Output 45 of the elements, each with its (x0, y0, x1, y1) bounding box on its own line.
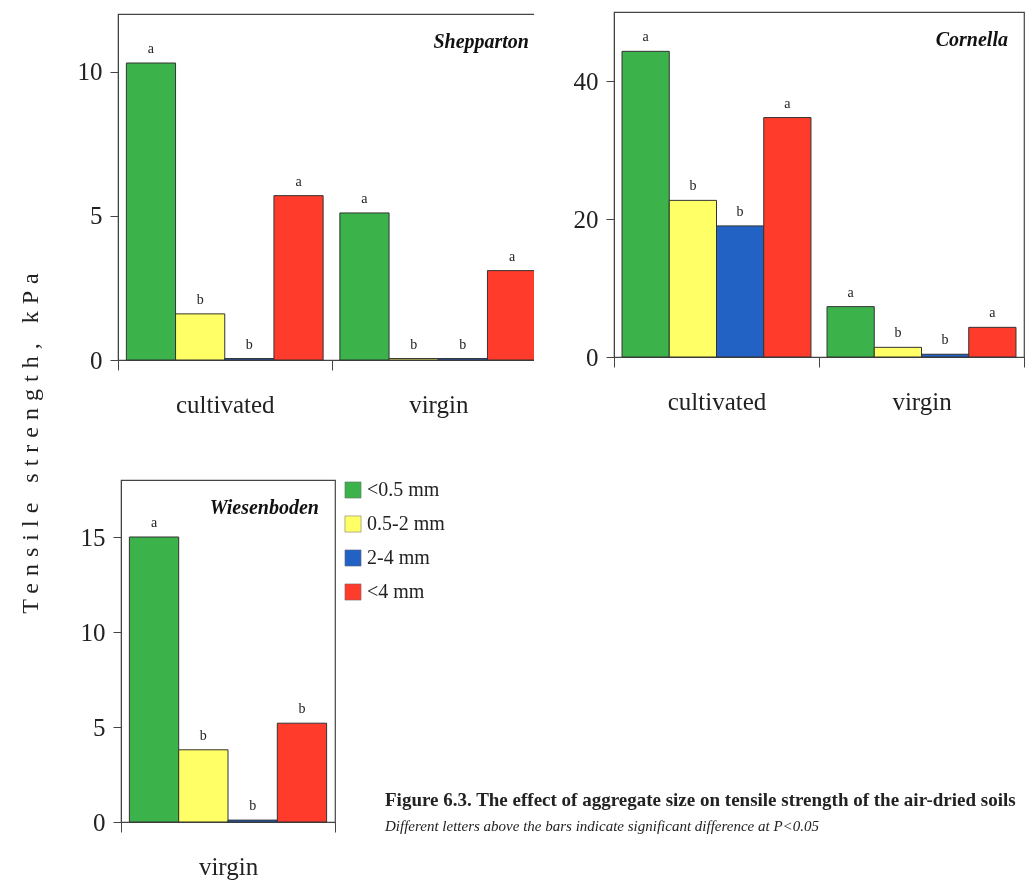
text: Cornella (935, 28, 1008, 50)
y-tick-label: 10 (80, 618, 106, 646)
y-tick-label: 15 (80, 523, 106, 551)
x-tick-label: virgin (892, 387, 953, 415)
legend-label: <4 mm (367, 580, 425, 602)
y-tick-label: 0 (586, 343, 599, 371)
data-label: b (689, 178, 697, 194)
data-label: b (894, 325, 902, 341)
text: Shepparton (433, 30, 529, 53)
data-label: b (199, 727, 207, 743)
legend-label: 2-4 mm (367, 546, 431, 568)
data-label: b (245, 336, 253, 352)
data-label: a (784, 95, 792, 111)
y-axis-title: Tensile strength, kPa (16, 266, 44, 614)
data-label: b (736, 203, 744, 219)
text: Wiesenboden (209, 496, 319, 518)
y-tick-label: 0 (90, 346, 103, 374)
data-label: b (941, 332, 949, 348)
data-label: b (298, 701, 306, 717)
y-tick-label: 40 (573, 67, 599, 95)
data-label: a (847, 284, 855, 300)
x-tick-label: virgin (198, 852, 259, 880)
data-label: b (249, 798, 257, 814)
y-tick-label: 0 (93, 808, 106, 836)
legend-label: 0.5-2 mm (367, 512, 446, 534)
x-tick-label: cultivated (175, 390, 276, 418)
data-label: a (295, 173, 303, 189)
data-label: a (150, 515, 158, 530)
data-label: a (989, 305, 997, 321)
caption: Figure 6.3. The effect of aggregate size on tensile strength of the air-dried soils (385, 788, 1017, 812)
y-tick-label: 20 (573, 205, 599, 233)
data-label: a (361, 190, 369, 206)
text: Different letters above the bars indicate significant difference at P<0.05 (385, 818, 820, 835)
y-tick-label: 5 (93, 713, 106, 741)
data-label: b (196, 291, 204, 307)
y-tick-label: 10 (77, 58, 103, 86)
data-label: a (642, 29, 650, 45)
x-tick-label: cultivated (667, 387, 767, 415)
legend-label: <0.5 mm (367, 478, 440, 500)
data-label: a (508, 248, 516, 264)
data-label: b (459, 336, 467, 352)
data-label: a (147, 41, 155, 57)
data-label: b (410, 336, 418, 352)
y-tick-label: 5 (90, 202, 103, 230)
x-tick-label: virgin (409, 390, 469, 418)
